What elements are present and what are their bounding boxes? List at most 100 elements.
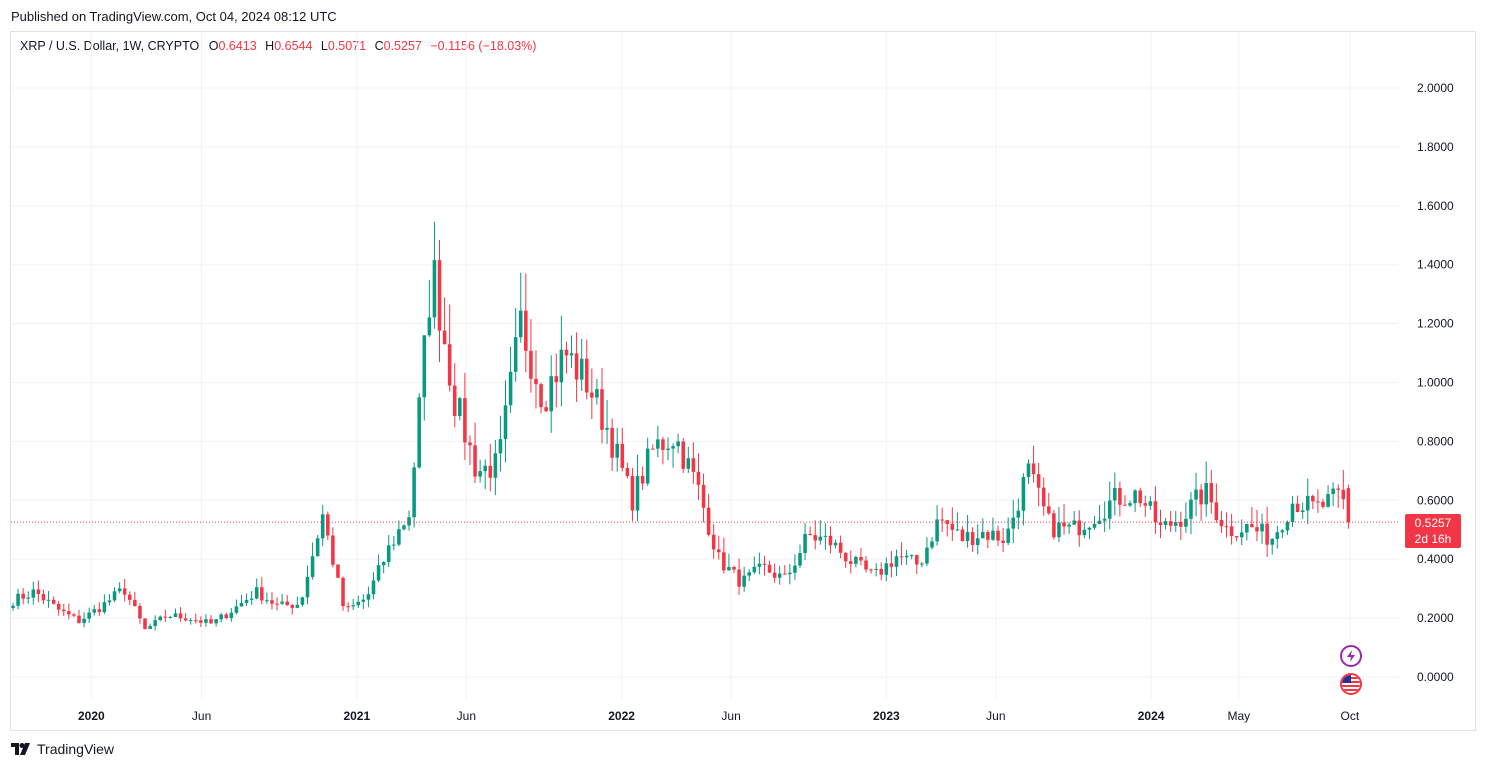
candle-body bbox=[295, 604, 300, 608]
candle-body bbox=[280, 601, 284, 604]
candle-body bbox=[757, 563, 762, 567]
candle-body bbox=[529, 350, 533, 379]
y-tick-label: 0.4000 bbox=[1417, 552, 1454, 566]
y-tick-label: 1.8000 bbox=[1417, 140, 1454, 154]
candle-body bbox=[1118, 487, 1122, 505]
y-tick-label: 0.6000 bbox=[1417, 493, 1454, 507]
candle-body bbox=[772, 572, 777, 578]
candle-body bbox=[1158, 522, 1163, 526]
candle-body bbox=[818, 536, 823, 541]
candle-body bbox=[1239, 532, 1244, 538]
candle-body bbox=[214, 619, 218, 624]
candle-body bbox=[249, 598, 254, 600]
candle-body bbox=[635, 475, 640, 511]
flash-icon[interactable] bbox=[1340, 645, 1362, 667]
candle-body bbox=[1321, 501, 1325, 507]
candle-body bbox=[650, 448, 655, 450]
candle-body bbox=[889, 563, 894, 567]
candle-body bbox=[153, 620, 157, 627]
open-value: 0.6413 bbox=[218, 39, 257, 53]
candle-body bbox=[1204, 483, 1208, 505]
candle-body bbox=[51, 599, 56, 604]
candle-body bbox=[1148, 501, 1153, 506]
candle-body bbox=[935, 519, 939, 542]
candle-body bbox=[940, 519, 944, 521]
candle-body bbox=[285, 601, 289, 605]
candle-body bbox=[209, 619, 213, 624]
candle-body bbox=[1067, 524, 1071, 527]
candle-body bbox=[859, 556, 863, 561]
candle-body bbox=[544, 407, 548, 412]
candle-body bbox=[681, 441, 686, 469]
candle-body bbox=[1219, 519, 1224, 527]
candle-body bbox=[488, 465, 493, 478]
candle-body bbox=[107, 600, 112, 603]
candle-body bbox=[574, 353, 579, 380]
candle-body bbox=[1179, 522, 1183, 527]
candle-body bbox=[92, 609, 97, 613]
candle-body bbox=[397, 529, 401, 545]
candle-body bbox=[1138, 490, 1142, 504]
candle-body bbox=[16, 593, 20, 606]
high-value: 0.6544 bbox=[274, 39, 313, 53]
candle-body bbox=[904, 555, 909, 558]
candle-body bbox=[686, 458, 691, 469]
candle-body bbox=[1031, 463, 1036, 475]
candle-body bbox=[229, 612, 234, 619]
candle-body bbox=[366, 594, 371, 600]
us-flag-icon[interactable] bbox=[1340, 673, 1362, 695]
high-label: H bbox=[265, 39, 275, 53]
candle-body bbox=[356, 601, 361, 606]
candle-body bbox=[87, 612, 91, 619]
candle-body bbox=[112, 591, 117, 601]
candle-body bbox=[828, 535, 833, 546]
candle-body bbox=[782, 573, 787, 575]
candle-body bbox=[1300, 510, 1305, 513]
candle-body bbox=[402, 525, 406, 530]
candle-body bbox=[864, 560, 868, 570]
candle-body bbox=[711, 534, 716, 550]
x-tick-label: 2020 bbox=[78, 709, 105, 723]
candle-body bbox=[716, 549, 721, 553]
candle-body bbox=[610, 427, 614, 458]
candle-body bbox=[706, 507, 711, 535]
candle-body bbox=[986, 532, 990, 540]
y-tick-label: 0.8000 bbox=[1417, 434, 1454, 448]
candle-body bbox=[163, 616, 168, 618]
y-tick-label: 0.2000 bbox=[1417, 611, 1454, 625]
candle-body bbox=[970, 532, 975, 546]
candle-body bbox=[1285, 522, 1290, 531]
candle-body bbox=[1082, 529, 1087, 536]
candle-body bbox=[386, 545, 391, 563]
candle-body bbox=[813, 535, 818, 541]
candle-body bbox=[584, 358, 589, 393]
candle-body bbox=[173, 613, 178, 617]
candle-body bbox=[31, 589, 36, 598]
candle-body bbox=[102, 602, 107, 613]
candle-body bbox=[158, 616, 163, 621]
candle-body bbox=[336, 564, 340, 578]
x-tick-label: Oct bbox=[1340, 709, 1359, 723]
candle-body bbox=[427, 317, 432, 336]
candle-body bbox=[1011, 517, 1016, 529]
change-value: −0.1156 (−18.03%) bbox=[430, 39, 537, 53]
candle-body bbox=[204, 619, 208, 623]
chart-legend: XRP / U.S. Dollar, 1W, CRYPTO O0.6413 H0… bbox=[20, 39, 541, 53]
candle-body bbox=[955, 529, 960, 531]
candle-body bbox=[67, 611, 71, 615]
candle-body bbox=[549, 376, 553, 412]
candle-body bbox=[447, 344, 452, 386]
candle-body bbox=[183, 618, 188, 621]
candle-body bbox=[1290, 503, 1295, 523]
candle-body bbox=[625, 467, 630, 476]
candle-body bbox=[874, 568, 878, 570]
y-tick-label: 2.0000 bbox=[1417, 81, 1454, 95]
candle-body bbox=[1311, 495, 1315, 502]
candle-body bbox=[148, 626, 152, 629]
candle-body bbox=[742, 575, 746, 587]
chart-frame bbox=[10, 31, 1476, 731]
candle-body bbox=[559, 349, 564, 383]
candle-body bbox=[1331, 488, 1335, 495]
candle-body bbox=[1295, 503, 1300, 513]
